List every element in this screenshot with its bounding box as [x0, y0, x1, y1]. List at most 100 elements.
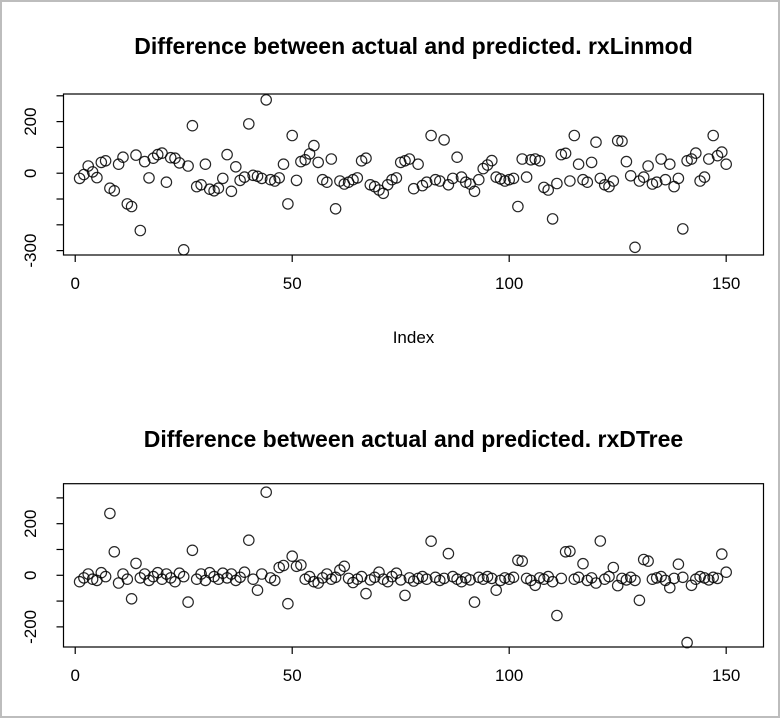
data-point	[134, 224, 147, 237]
data-point	[217, 172, 229, 185]
data-point	[108, 185, 121, 197]
data-point	[177, 244, 190, 256]
x-tick-label: 0	[70, 666, 79, 685]
data-point	[451, 151, 463, 163]
data-point	[243, 118, 255, 130]
data-point	[720, 566, 732, 578]
data-point	[594, 535, 607, 547]
data-point	[468, 185, 481, 198]
data-point	[590, 136, 602, 148]
x-tick-label: 150	[712, 274, 740, 293]
data-point	[694, 175, 706, 187]
data-point	[117, 151, 129, 163]
chart-title: Difference between actual and predicted.…	[134, 33, 693, 59]
data-point	[429, 173, 442, 186]
data-point	[533, 155, 546, 167]
data-point	[73, 575, 86, 588]
x-tick-label: 50	[283, 274, 302, 293]
data-point	[555, 572, 568, 585]
data-point	[134, 572, 147, 584]
data-points	[73, 486, 732, 649]
data-point	[312, 156, 324, 169]
data-point	[624, 170, 637, 182]
data-point	[243, 534, 255, 546]
data-point	[546, 213, 559, 225]
data-point	[151, 566, 164, 579]
data-point	[607, 561, 620, 574]
data-point	[199, 158, 212, 170]
data-point	[485, 154, 498, 167]
data-point	[681, 636, 693, 649]
data-point	[282, 597, 294, 610]
data-point	[138, 568, 151, 580]
data-point	[442, 547, 455, 560]
data-point	[78, 572, 90, 584]
data-point	[507, 172, 520, 185]
data-point	[425, 129, 437, 142]
y-tick-label: -300	[21, 234, 40, 268]
data-point	[711, 572, 724, 585]
data-point	[130, 149, 142, 161]
data-point	[104, 507, 116, 520]
data-point	[130, 557, 142, 570]
data-point	[143, 574, 155, 587]
data-point	[121, 573, 134, 585]
data-point	[707, 571, 719, 584]
data-point	[325, 153, 338, 165]
data-point	[329, 203, 342, 215]
data-point	[342, 572, 355, 585]
data-point	[160, 176, 173, 188]
x-axis-label: Index	[393, 328, 435, 347]
data-point	[390, 172, 403, 184]
data-point	[446, 172, 459, 185]
data-point	[594, 172, 607, 185]
data-point	[182, 596, 194, 608]
data-point	[516, 555, 528, 567]
data-point	[633, 175, 646, 187]
data-point	[403, 153, 416, 165]
data-point	[82, 160, 94, 172]
data-point	[620, 155, 633, 168]
data-point	[659, 173, 672, 186]
data-point	[143, 172, 155, 184]
data-point	[99, 570, 112, 583]
data-point	[672, 558, 685, 570]
data-point	[251, 584, 264, 596]
data-point	[225, 185, 238, 198]
data-point	[425, 535, 437, 547]
data-point	[542, 184, 554, 196]
data-point	[481, 159, 494, 171]
data-point	[182, 160, 194, 172]
chart-rxdtree: Difference between actual and predicted.…	[21, 426, 765, 685]
data-point	[685, 153, 698, 165]
data-point	[607, 175, 620, 187]
data-point	[715, 146, 728, 158]
data-point	[91, 171, 103, 184]
data-point	[221, 572, 233, 584]
data-point	[633, 594, 646, 607]
data-point	[603, 570, 615, 583]
data-point	[468, 596, 481, 608]
data-point	[338, 560, 351, 573]
data-point	[672, 172, 685, 185]
data-point	[507, 571, 520, 584]
data-point	[472, 173, 485, 186]
data-point	[308, 139, 320, 152]
data-point	[551, 609, 563, 622]
data-point	[650, 176, 663, 188]
data-point	[295, 559, 307, 571]
data-point	[108, 545, 121, 558]
data-point	[464, 574, 476, 586]
data-point	[260, 486, 272, 498]
data-point	[533, 572, 546, 584]
data-point	[485, 572, 498, 585]
x-tick-label: 150	[712, 666, 740, 685]
data-point	[585, 156, 598, 169]
data-point	[203, 566, 216, 579]
data-point	[420, 573, 433, 585]
data-point	[286, 129, 298, 142]
data-points	[73, 94, 732, 256]
data-point	[490, 584, 502, 596]
